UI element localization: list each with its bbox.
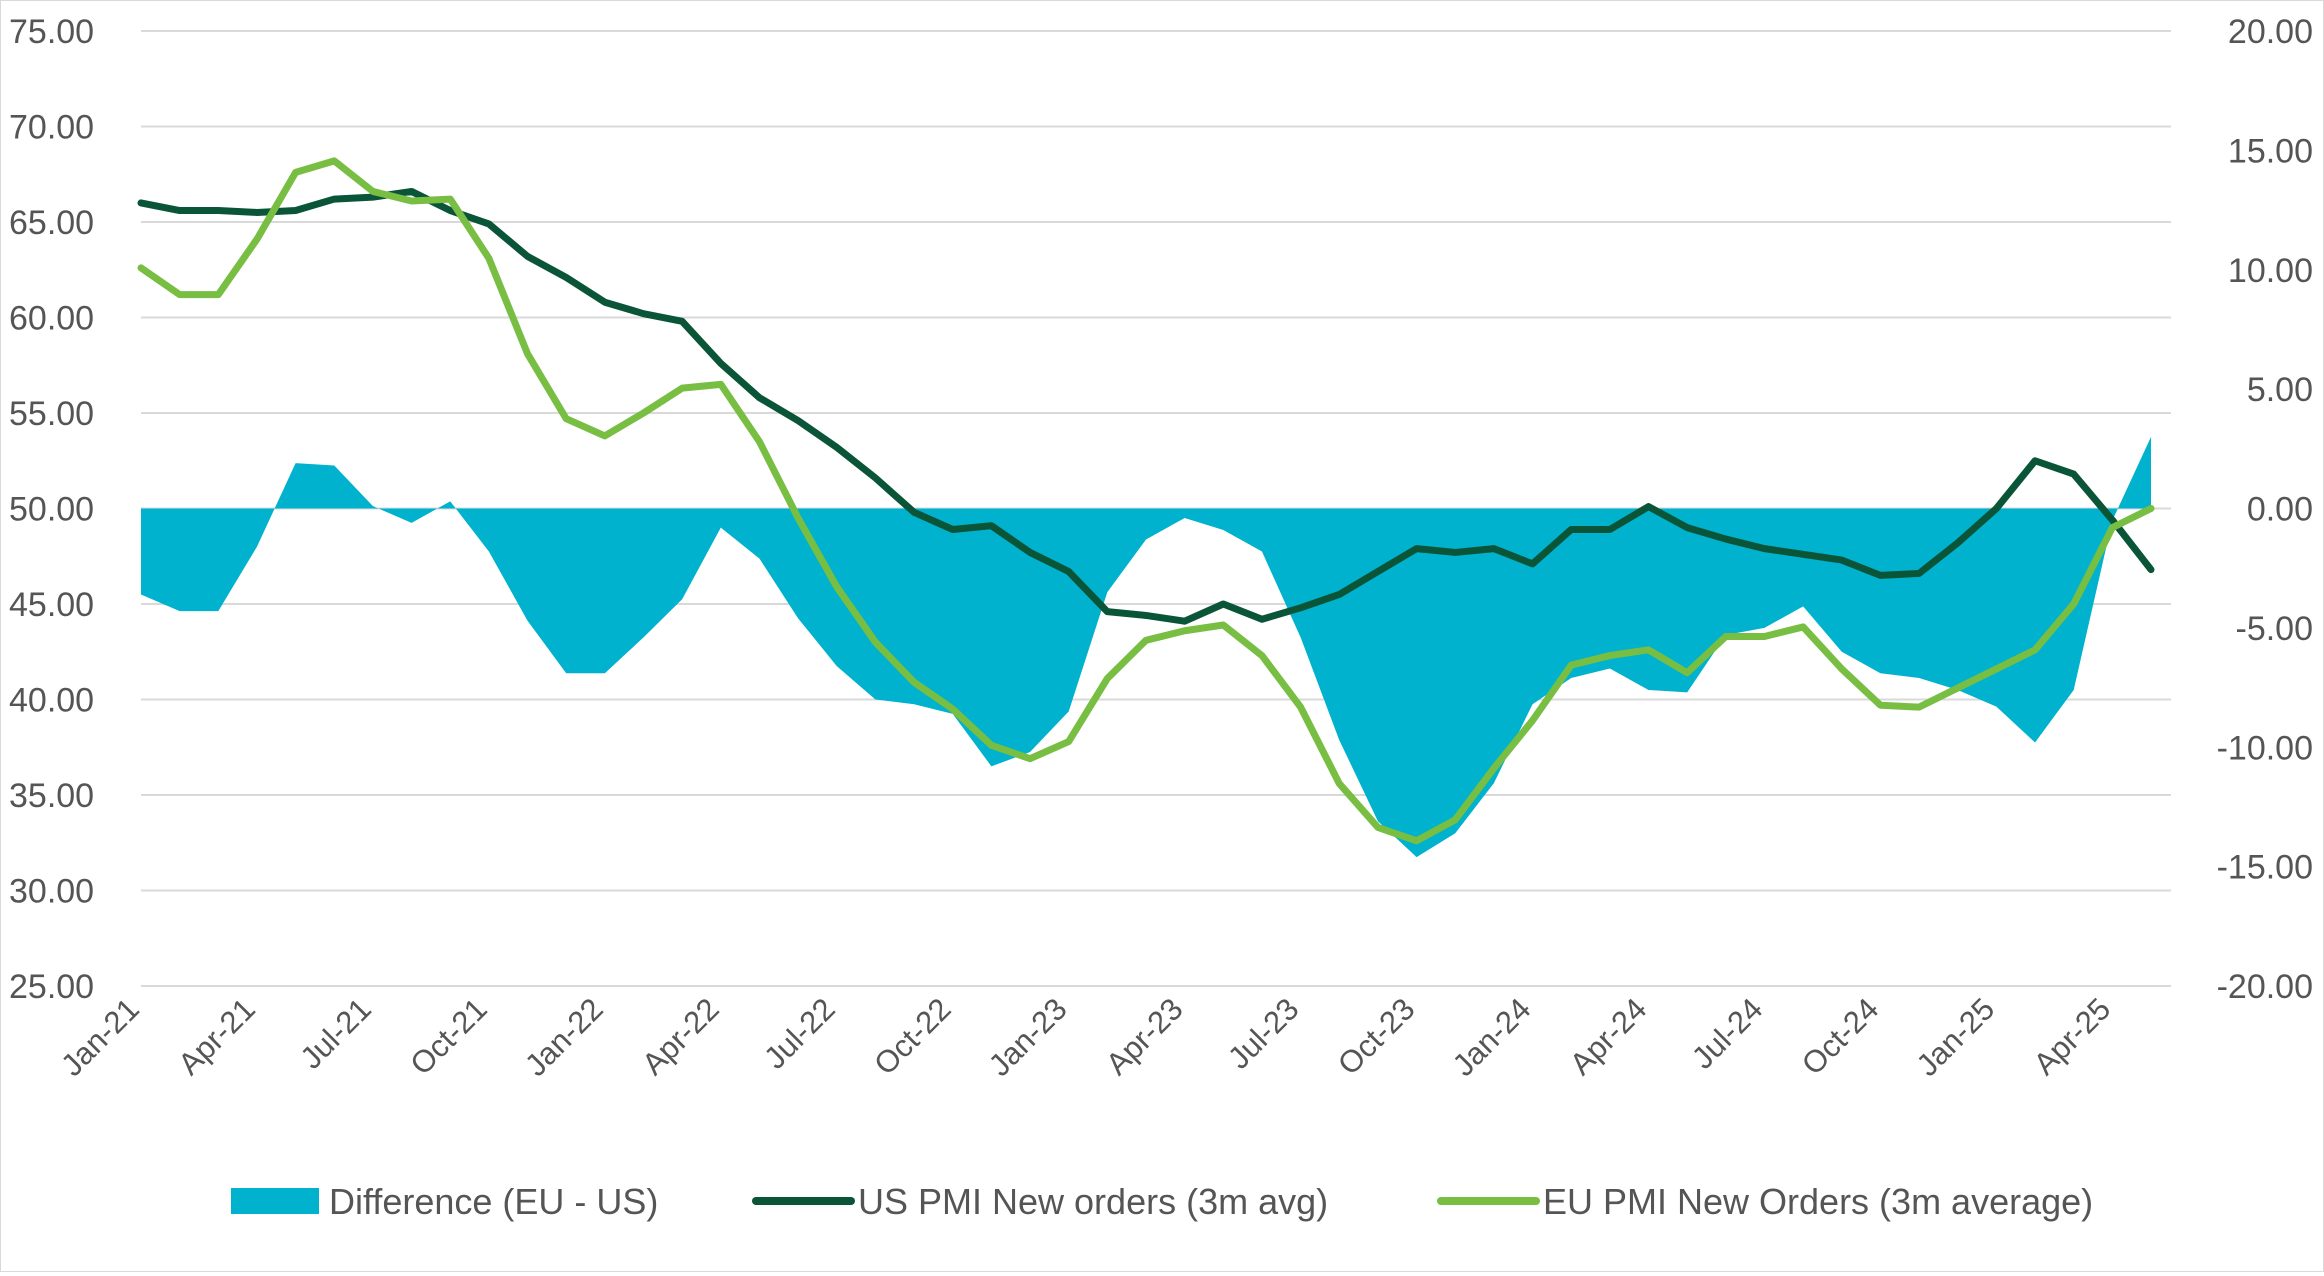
legend-item: EU PMI New Orders (3m average)	[1437, 1181, 2093, 1222]
right-tick-label: -20.00	[2217, 968, 2313, 1006]
legend-swatch	[231, 1188, 319, 1214]
legend: Difference (EU - US) US PMI New orders (3…	[231, 1181, 2093, 1222]
right-tick-label: 5.00	[2247, 371, 2313, 409]
legend-label: Difference (EU - US)	[329, 1181, 658, 1222]
x-tick-label: Jul-21	[293, 991, 377, 1075]
left-tick-label: 45.00	[9, 586, 94, 624]
x-tick-label: Jan-25	[1910, 991, 2002, 1083]
series-lines	[137, 157, 2155, 845]
left-tick-label: 75.00	[9, 13, 94, 51]
x-tick-label: Apr-21	[171, 991, 262, 1082]
left-tick-label: 70.00	[9, 109, 94, 147]
left-tick-label: 40.00	[9, 682, 94, 720]
legend-label: EU PMI New Orders (3m average)	[1543, 1181, 2093, 1222]
x-axis: Jan-21 Apr-21 Jul-21 Oct-21 Jan-22 Apr-22 Jul-…	[54, 991, 2117, 1083]
right-tick-label: 20.00	[2228, 13, 2313, 51]
x-tick-label: Apr-23	[1099, 991, 1190, 1082]
x-tick-label: Jan-22	[518, 991, 610, 1083]
x-tick-label: Oct-21	[403, 991, 494, 1082]
x-tick-label: Jul-23	[1221, 991, 1305, 1075]
left-tick-label: 50.00	[9, 491, 94, 529]
left-tick-label: 65.00	[9, 204, 94, 242]
right-tick-label: 15.00	[2228, 132, 2313, 170]
right-axis: 20.00 15.00 10.00 5.00 0.00 -5.00 -10.00 -15.00…	[2217, 13, 2313, 1006]
us-pmi-line	[137, 187, 2155, 625]
x-tick-label: Apr-24	[1563, 991, 1654, 1082]
x-tick-label: Jul-24	[1685, 991, 1769, 1075]
left-tick-label: 55.00	[9, 395, 94, 433]
right-tick-label: 10.00	[2228, 252, 2313, 290]
x-tick-label: Oct-22	[867, 991, 958, 1082]
x-tick-label: Oct-23	[1331, 991, 1422, 1082]
legend-label: US PMI New orders (3m avg)	[858, 1181, 1328, 1222]
left-tick-label: 30.00	[9, 873, 94, 911]
left-tick-label: 35.00	[9, 777, 94, 815]
x-tick-label: Apr-22	[635, 991, 726, 1082]
x-tick-label: Jan-24	[1446, 991, 1538, 1083]
left-tick-label: 60.00	[9, 300, 94, 338]
right-tick-label: -15.00	[2217, 849, 2313, 887]
x-tick-label: Apr-25	[2027, 991, 2118, 1082]
difference-area-fill	[141, 436, 2151, 858]
legend-item: US PMI New orders (3m avg)	[752, 1181, 1328, 1222]
left-tick-label: 25.00	[9, 968, 94, 1006]
right-tick-label: -10.00	[2217, 729, 2313, 767]
legend-item: Difference (EU - US)	[231, 1181, 658, 1222]
x-tick-label: Oct-24	[1795, 991, 1886, 1082]
left-axis: 75.00 70.00 65.00 60.00 55.00 50.00 45.00 40.00…	[9, 13, 94, 1006]
eu-pmi-line	[137, 157, 2155, 845]
difference-area	[141, 436, 2151, 858]
right-tick-label: 0.00	[2247, 491, 2313, 529]
x-tick-label: Jul-22	[757, 991, 841, 1075]
x-tick-label: Jan-23	[982, 991, 1074, 1083]
right-tick-label: -5.00	[2236, 610, 2314, 648]
